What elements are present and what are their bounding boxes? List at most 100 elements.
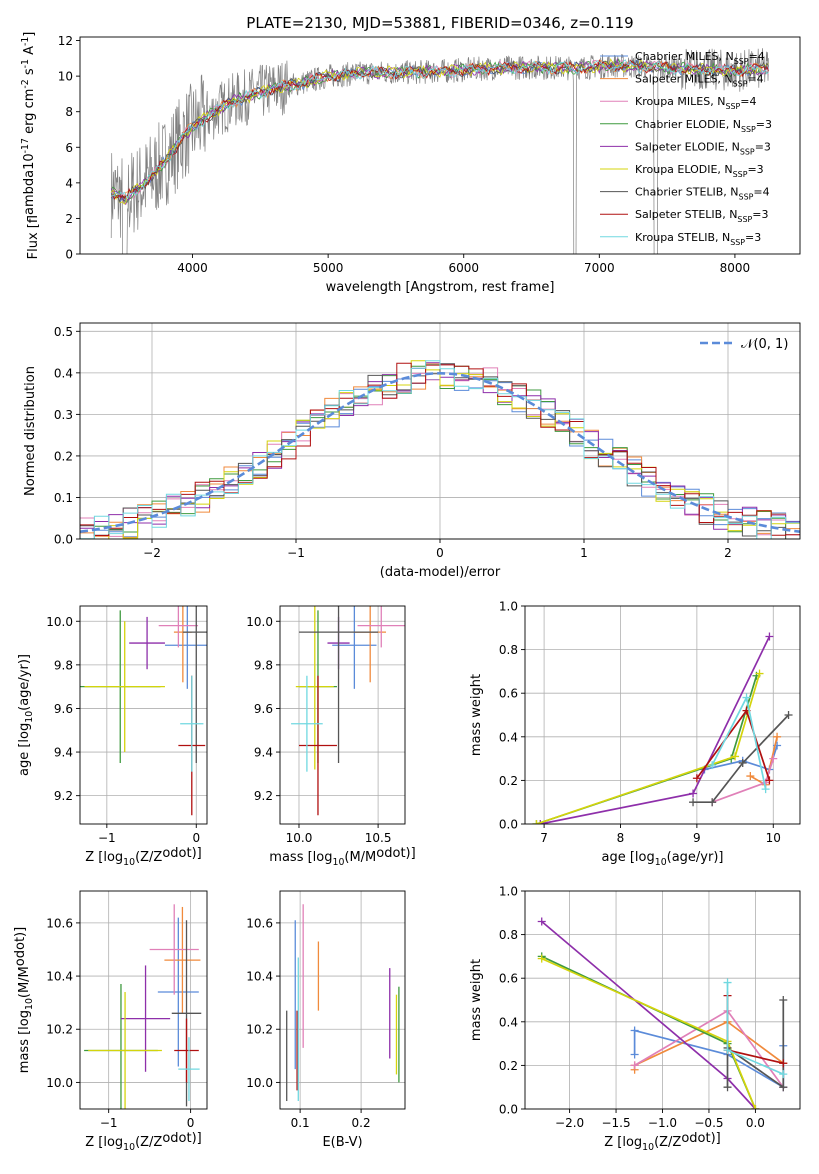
y-tick-label: 10.0: [246, 1076, 273, 1090]
label-part: Z [log: [85, 1135, 123, 1150]
weight-line-cs: [693, 714, 790, 804]
label-part: =3: [756, 118, 772, 131]
label-part: =4: [740, 95, 756, 108]
label-part: )]: [711, 1131, 721, 1146]
grid: [525, 890, 800, 1110]
y-tick-label: 9.6: [54, 702, 73, 716]
y-tick-label: 0: [65, 248, 73, 262]
weight-point-ke: [537, 954, 546, 963]
label-part: 10: [22, 153, 37, 170]
y-axis-label: Normed distribution: [23, 366, 38, 496]
label-part: Z [log: [604, 1135, 642, 1150]
weight-point-ss: [779, 1059, 788, 1068]
y-tick-label: 10.0: [46, 1076, 73, 1090]
grid: [80, 323, 800, 540]
weight-point-cm: [630, 1050, 639, 1059]
weight-point-cs: [708, 798, 717, 807]
data-layer: [84, 904, 202, 1109]
label-part: mass weight: [469, 674, 484, 756]
label-part: SSP: [737, 215, 752, 224]
y-tick-label: 1.0: [499, 885, 518, 899]
label-part: A: [22, 46, 37, 59]
x-axis-label: age [log10(age/yr)]: [602, 850, 724, 868]
grid: [80, 891, 207, 1109]
axes-frame: [79, 890, 208, 1110]
data-layer: [110, 48, 769, 254]
y-tick-label: 10.6: [246, 916, 273, 930]
y-tick-label: 0.4: [499, 1015, 518, 1029]
x-tick-label: 10.0: [286, 831, 313, 845]
weight-line-se: [541, 920, 757, 1109]
label-part: =4: [747, 73, 763, 86]
weight-point-ke: [731, 752, 740, 761]
label-part: Salpeter STELIB, N: [635, 208, 737, 221]
data-layer: [286, 904, 400, 1102]
grid: [525, 605, 800, 825]
x-tick-label: −1.5: [601, 1116, 630, 1130]
label-part: SSP: [733, 170, 748, 179]
y-axis-label: Flux [flambda10-17 erg cm-2 s-1 A-1]: [20, 32, 41, 260]
x-tick-label: 0.2: [352, 1116, 371, 1130]
weight-point-ss: [692, 774, 701, 783]
x-tick-label: 6000: [448, 261, 479, 275]
label-part: erg cm: [22, 89, 37, 138]
axes-frame: [524, 890, 801, 1110]
y-tick-label: 0.4: [499, 730, 518, 744]
label-part: =4: [753, 186, 769, 199]
weight-point-ss: [765, 776, 774, 785]
label-part: )]: [192, 1131, 202, 1146]
model-line-ke: [110, 58, 769, 205]
label-part: lambda: [22, 170, 37, 215]
label-part: age [log: [17, 723, 32, 776]
weight-point-se: [765, 632, 774, 641]
y-tick-label: 9.4: [254, 746, 273, 760]
label-part: Z [log: [85, 850, 123, 865]
model-line-ks: [110, 59, 769, 200]
weight-point-cs: [784, 711, 793, 719]
x-tick-label: −1: [100, 1116, 118, 1130]
label-part: =4: [749, 50, 765, 63]
label-part: 10: [333, 857, 345, 868]
x-tick-label: 1: [580, 546, 588, 560]
grid: [280, 606, 405, 824]
label-part: SSP: [730, 238, 745, 247]
x-axis-label: Z [log10(Z/Zodot)]: [604, 1131, 721, 1153]
x-axis-label: wavelength [Angstrom, rest frame]: [326, 280, 555, 295]
weight-point-cs: [723, 1083, 732, 1092]
label-part: )]: [406, 846, 416, 861]
x-tick-label: 7000: [584, 261, 615, 275]
x-tick-label: −1: [287, 546, 305, 560]
y-tick-label: 0.8: [499, 928, 518, 942]
label-part: Chabrier ELODIE, N: [635, 118, 741, 131]
weight-point-se: [689, 789, 698, 798]
x-axis-label: E(B-V): [322, 1135, 362, 1150]
y-tick-label: 10.0: [246, 615, 273, 629]
x-tick-label: 0: [436, 546, 444, 560]
label-part: Salpeter MILES, N: [635, 73, 733, 86]
label-part: (age/yr)]: [17, 654, 32, 711]
weight-point-ks: [708, 761, 717, 770]
y-tick-label: 10.6: [46, 916, 73, 930]
y-tick-label: 0.5: [54, 325, 73, 339]
x-axis-label: mass [log10(M/Modot)]: [269, 846, 415, 868]
plot-weight_vs_Z: −2.0 −1.5 −1.0 −0.5 0.0 0.0 0.2 0.4 0.6 0.8 1.0 Z […: [469, 885, 801, 1153]
label-part: SSP: [740, 147, 755, 156]
axes-frame: [79, 605, 208, 825]
legend-label: Kroupa ELODIE, NSSP=3: [635, 163, 764, 179]
label-part: Normed distribution: [23, 366, 38, 496]
label-part: Chabrier MILES, N: [635, 50, 734, 63]
x-tick-label: 7: [540, 831, 548, 845]
y-tick-label: 0.2: [54, 449, 73, 463]
y-tick-label: 9.6: [254, 702, 273, 716]
y-tick-label: 10.2: [246, 1023, 273, 1037]
y-tick-label: 10: [58, 70, 73, 84]
label-part: Flux [f: [26, 215, 41, 259]
weight-point-ks: [761, 785, 770, 794]
label-part: s: [22, 68, 37, 79]
x-tick-label: 10.5: [365, 831, 392, 845]
y-axis-label: mass weight: [469, 959, 484, 1041]
weight-point-cs: [738, 758, 747, 767]
weight-point-cs: [779, 996, 788, 1004]
weight-point-ks: [779, 1070, 788, 1079]
